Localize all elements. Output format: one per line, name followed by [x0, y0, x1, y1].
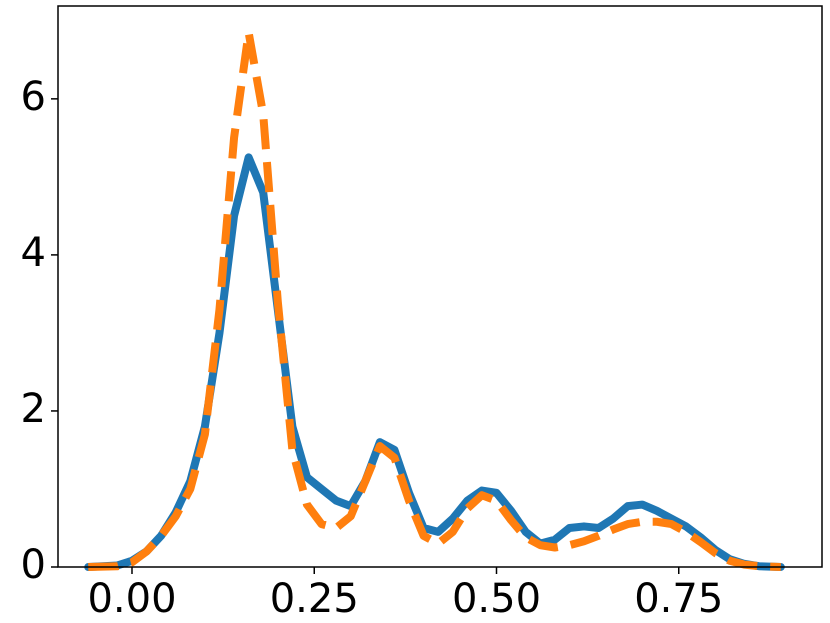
axes-frame [57, 5, 823, 568]
plot-lines [84, 28, 785, 571]
x-tick-label: 0.50 [452, 576, 541, 622]
y-tick-label: 0 [21, 542, 46, 588]
x-tick-label: 0.25 [270, 576, 359, 622]
y-tick-label: 6 [21, 74, 46, 120]
x-tick-label: 0.75 [634, 576, 723, 622]
data-line [84, 153, 785, 571]
y-tick-label: 4 [21, 230, 46, 276]
y-tick-label: 2 [21, 386, 46, 432]
x-tick-label: 0.00 [87, 576, 176, 622]
data-line [88, 28, 781, 571]
